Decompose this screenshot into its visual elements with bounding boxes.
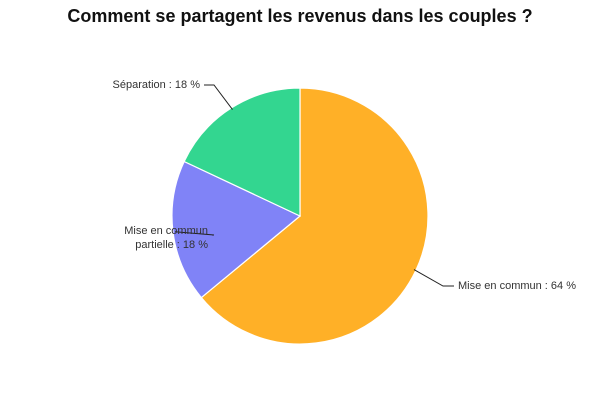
leader-line (413, 269, 454, 287)
slice-label: Séparation : 18 % (113, 79, 201, 91)
slice-label: Mise en commun : 64 % (458, 280, 576, 292)
leader-line (174, 231, 215, 236)
chart-title: Comment se partagent les revenus dans le… (67, 6, 533, 26)
leader-line (204, 84, 233, 110)
slice-label: Mise en commun partielle : 18 % (124, 225, 208, 251)
slice-mise-en-commun-partielle (171, 160, 302, 299)
